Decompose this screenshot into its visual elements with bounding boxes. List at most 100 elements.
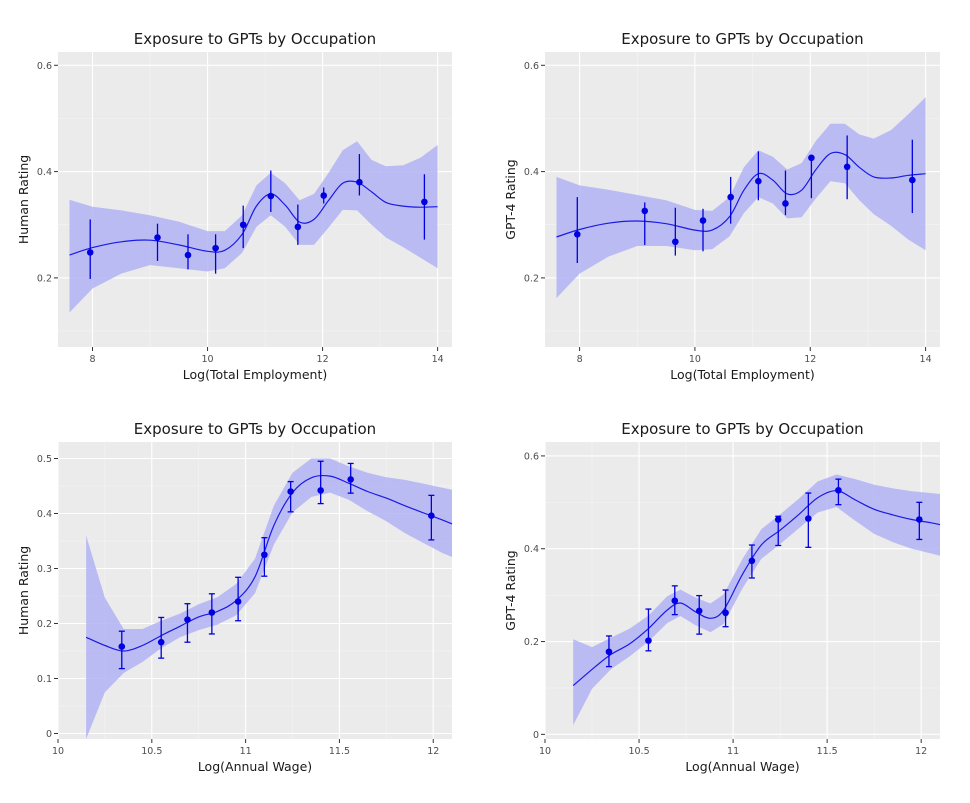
data-point: [86, 249, 94, 256]
data-point-group: [239, 205, 247, 249]
smooth-line: [556, 151, 926, 238]
x-tick-label: 12: [427, 746, 439, 757]
x-axis-label: Log(Total Employment): [670, 367, 814, 382]
data-point-group: [748, 544, 756, 579]
y-tick-label: 0.2: [524, 637, 539, 648]
chart-title: Exposure to GPTs by Occupation: [621, 420, 863, 438]
data-point-group: [645, 608, 652, 652]
y-tick-label: 0.3: [37, 564, 52, 575]
x-tick-label: 12: [804, 354, 816, 365]
data-point: [317, 487, 324, 494]
y-tick-label: 0.5: [37, 454, 52, 465]
data-point: [727, 193, 734, 201]
data-point-group: [261, 537, 268, 577]
data-point: [421, 198, 428, 206]
data-point: [671, 597, 679, 605]
data-point-group: [317, 460, 324, 505]
x-tick-label: 10: [689, 354, 701, 365]
data-point-group: [695, 594, 703, 635]
x-tick-label: 10.5: [141, 746, 162, 757]
data-point-group: [86, 219, 94, 279]
data-point: [184, 616, 191, 623]
data-point: [154, 234, 161, 241]
confidence-band: [69, 141, 438, 313]
data-point-group: [421, 174, 428, 240]
data-point-group: [699, 208, 707, 252]
y-tick-label: 0.6: [524, 451, 539, 462]
x-tick-label: 11.5: [817, 746, 838, 757]
data-point-group: [605, 635, 613, 668]
data-point-group: [212, 234, 219, 274]
data-point: [748, 557, 756, 565]
x-tick-label: 11.5: [329, 746, 350, 757]
data-point: [835, 486, 842, 494]
y-tick-label: 0.2: [524, 273, 539, 284]
x-tick-label: 10: [539, 746, 551, 757]
data-point-group: [755, 151, 762, 201]
data-point-group: [573, 197, 581, 264]
chart-4: 10 10.5 11 11.5 12 0 0.2 0.4 0.6 Exposure to GPTs…: [503, 420, 941, 774]
data-point: [722, 609, 729, 617]
data-point-group: [428, 494, 435, 541]
data-point: [287, 488, 294, 495]
chart-1: 8 10 12 14 0.2 0.4 0.6 Exposure to GPTs by Occu…: [16, 30, 452, 382]
data-point: [294, 223, 302, 231]
data-point: [212, 244, 219, 252]
data-point: [808, 154, 815, 162]
chart-title: Exposure to GPTs by Occupation: [134, 30, 376, 48]
x-tick-label: 10.5: [628, 746, 649, 757]
data-point-group: [808, 154, 815, 199]
data-point-group: [727, 176, 734, 224]
data-point: [645, 637, 652, 644]
data-point: [755, 177, 762, 185]
data-point-group: [118, 630, 126, 670]
y-tick-label: 0: [46, 729, 52, 740]
data-point: [641, 207, 649, 215]
data-point-group: [835, 478, 842, 506]
y-tick-label: 0.2: [37, 619, 52, 630]
data-point: [774, 516, 782, 523]
data-point-group: [782, 170, 789, 216]
y-tick-label: 0.4: [37, 509, 52, 520]
data-point-group: [184, 603, 191, 643]
data-point-group: [347, 462, 354, 494]
data-point-group: [356, 154, 363, 196]
data-point-group: [641, 202, 649, 245]
data-point-group: [320, 187, 328, 204]
y-tick-label: 0.2: [37, 273, 52, 284]
data-point-group: [774, 515, 782, 547]
data-point: [261, 551, 268, 559]
y-tick-label: 0: [533, 730, 539, 741]
data-point: [428, 512, 435, 519]
data-point: [347, 476, 354, 483]
x-tick-label: 10: [202, 354, 214, 365]
data-point: [239, 221, 247, 229]
x-axis-label: Log(Annual Wage): [198, 759, 312, 774]
data-point: [320, 192, 328, 199]
y-tick-label: 0.4: [37, 167, 52, 178]
data-point-group: [722, 589, 729, 628]
data-point: [267, 192, 275, 200]
x-tick-label: 8: [577, 354, 583, 365]
y-tick-label: 0.4: [524, 544, 539, 555]
data-point-group: [671, 585, 679, 616]
data-point: [234, 598, 242, 605]
smooth-line: [85, 474, 453, 652]
x-tick-label: 14: [920, 354, 932, 365]
y-tick-label: 0.4: [524, 167, 539, 178]
confidence-band: [556, 97, 926, 299]
x-tick-label: 8: [89, 354, 95, 365]
smooth-line: [69, 180, 438, 256]
chart-title: Exposure to GPTs by Occupation: [621, 30, 863, 48]
data-point-group: [287, 480, 294, 513]
x-tick-label: 14: [432, 354, 444, 365]
data-point: [699, 217, 707, 224]
data-point: [695, 607, 703, 615]
x-axis-label: Log(Annual Wage): [685, 759, 799, 774]
data-point-group: [267, 170, 275, 212]
data-point-group: [208, 593, 216, 635]
x-tick-label: 11: [727, 746, 739, 757]
data-point: [118, 643, 126, 650]
data-point: [208, 609, 216, 616]
data-point-group: [157, 616, 165, 659]
